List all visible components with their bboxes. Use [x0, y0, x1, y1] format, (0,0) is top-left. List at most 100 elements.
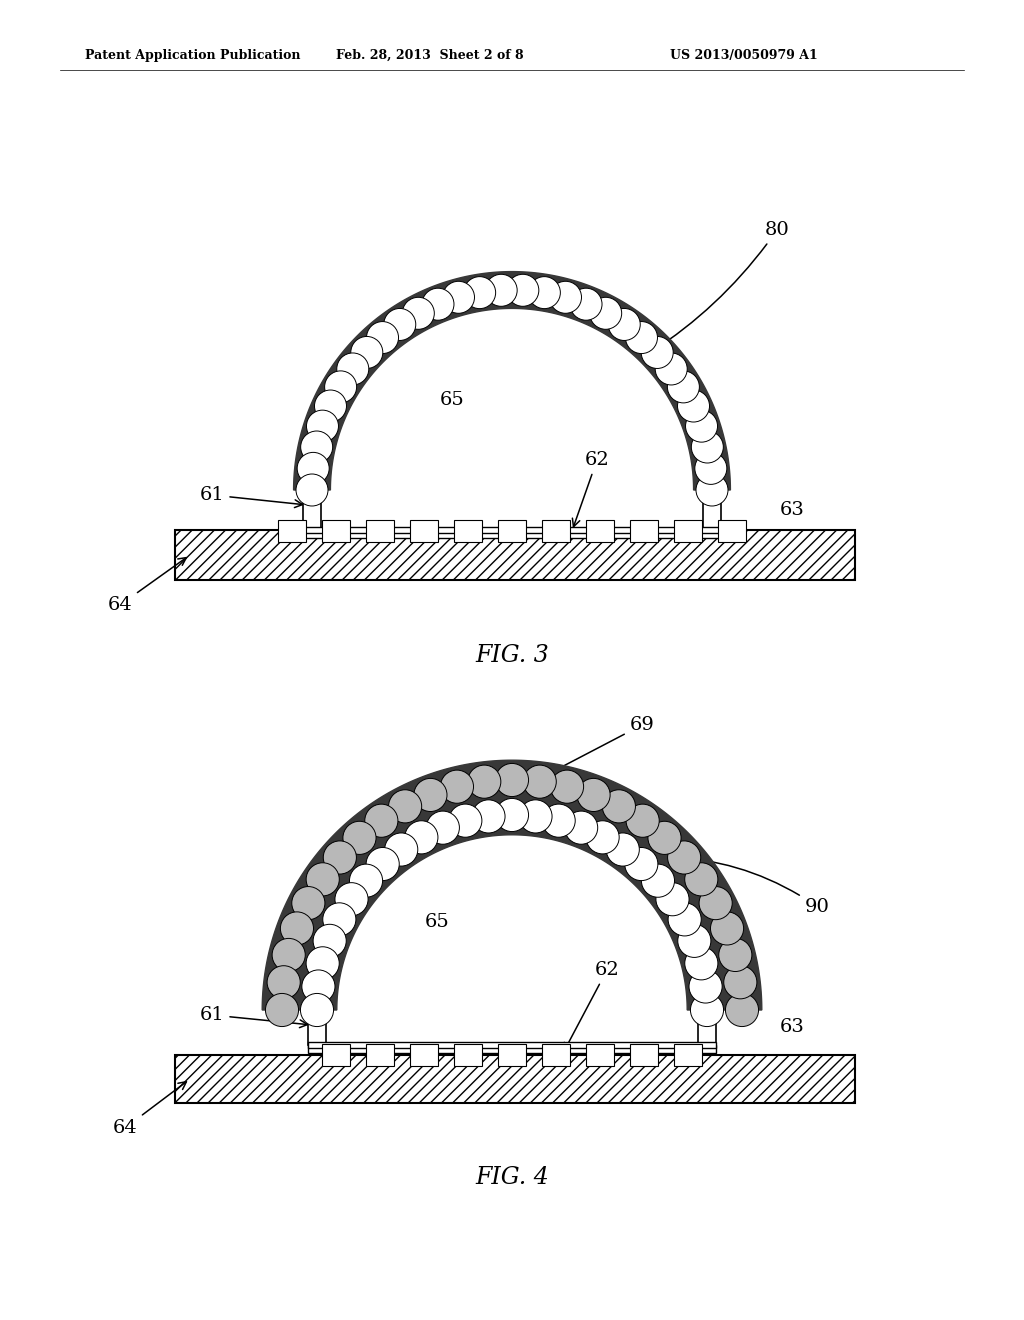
Bar	[303, 531, 721, 539]
Circle shape	[690, 994, 724, 1027]
Text: 65: 65	[425, 913, 450, 931]
Circle shape	[711, 912, 743, 945]
Circle shape	[655, 352, 687, 385]
Text: 90: 90	[670, 854, 829, 916]
Bar	[322, 1044, 350, 1067]
Text: 61: 61	[200, 486, 302, 508]
Circle shape	[577, 779, 610, 812]
Text: 63: 63	[779, 1019, 805, 1036]
Circle shape	[442, 281, 474, 313]
Circle shape	[719, 939, 752, 972]
Bar	[630, 1044, 658, 1067]
Circle shape	[564, 810, 598, 845]
Circle shape	[606, 833, 639, 866]
Bar	[410, 520, 438, 543]
Circle shape	[404, 821, 438, 854]
Text: FIG. 4: FIG. 4	[475, 1167, 549, 1189]
Circle shape	[385, 833, 418, 866]
Text: 62: 62	[572, 451, 609, 527]
Circle shape	[570, 288, 602, 321]
Text: 61: 61	[200, 1006, 307, 1028]
Bar	[278, 520, 306, 543]
Circle shape	[301, 432, 333, 463]
Circle shape	[314, 389, 346, 422]
Circle shape	[602, 789, 636, 822]
Text: 80: 80	[651, 220, 790, 351]
Circle shape	[695, 453, 727, 484]
Circle shape	[485, 275, 517, 306]
Circle shape	[351, 337, 383, 368]
Polygon shape	[262, 760, 762, 1010]
Bar	[454, 1044, 482, 1067]
Bar	[303, 527, 721, 533]
Circle shape	[550, 281, 582, 313]
Circle shape	[422, 288, 454, 321]
Circle shape	[464, 277, 496, 309]
Circle shape	[668, 371, 699, 403]
Circle shape	[296, 474, 328, 506]
Circle shape	[292, 887, 325, 920]
Circle shape	[302, 970, 335, 1003]
Circle shape	[699, 887, 732, 920]
Circle shape	[691, 432, 723, 463]
Circle shape	[496, 799, 528, 832]
Circle shape	[306, 946, 339, 979]
Text: Feb. 28, 2013  Sheet 2 of 8: Feb. 28, 2013 Sheet 2 of 8	[336, 49, 524, 62]
Circle shape	[626, 322, 657, 354]
Circle shape	[648, 821, 681, 854]
Circle shape	[349, 865, 383, 898]
Bar	[498, 520, 526, 543]
Bar	[366, 1044, 394, 1067]
Circle shape	[384, 309, 416, 341]
Circle shape	[678, 924, 711, 957]
Circle shape	[426, 810, 460, 845]
Circle shape	[528, 277, 560, 309]
Circle shape	[625, 847, 657, 880]
Circle shape	[297, 453, 329, 484]
Bar	[308, 1010, 326, 1045]
Bar	[175, 1055, 855, 1104]
Bar	[303, 490, 321, 531]
Circle shape	[468, 766, 501, 799]
Circle shape	[668, 841, 700, 874]
Text: 69: 69	[531, 715, 654, 783]
Circle shape	[685, 411, 718, 442]
Bar	[703, 490, 721, 531]
Circle shape	[306, 863, 339, 896]
Circle shape	[402, 297, 434, 329]
Bar	[542, 1044, 570, 1067]
Text: 64: 64	[113, 1081, 186, 1137]
Circle shape	[542, 804, 575, 837]
Bar	[698, 1010, 716, 1045]
Circle shape	[678, 389, 710, 422]
Circle shape	[324, 841, 356, 874]
Circle shape	[689, 970, 722, 1003]
Circle shape	[414, 779, 447, 812]
Bar	[308, 1041, 716, 1048]
Circle shape	[335, 883, 368, 916]
Circle shape	[440, 770, 473, 804]
Circle shape	[696, 474, 728, 506]
Circle shape	[590, 297, 622, 329]
Circle shape	[608, 309, 640, 341]
Bar	[175, 531, 855, 579]
Circle shape	[523, 766, 556, 799]
Circle shape	[365, 804, 398, 837]
Text: 64: 64	[108, 557, 186, 614]
Circle shape	[551, 770, 584, 804]
Bar	[308, 1045, 716, 1053]
Circle shape	[306, 411, 339, 442]
Circle shape	[337, 352, 369, 385]
Bar	[674, 1044, 702, 1067]
Circle shape	[325, 371, 356, 403]
Circle shape	[668, 903, 701, 936]
Bar	[410, 1044, 438, 1067]
Circle shape	[272, 939, 305, 972]
Circle shape	[641, 865, 675, 898]
Circle shape	[343, 821, 376, 854]
Bar	[542, 520, 570, 543]
Bar	[586, 520, 614, 543]
Circle shape	[472, 800, 505, 833]
Circle shape	[725, 994, 759, 1027]
Circle shape	[281, 912, 313, 945]
